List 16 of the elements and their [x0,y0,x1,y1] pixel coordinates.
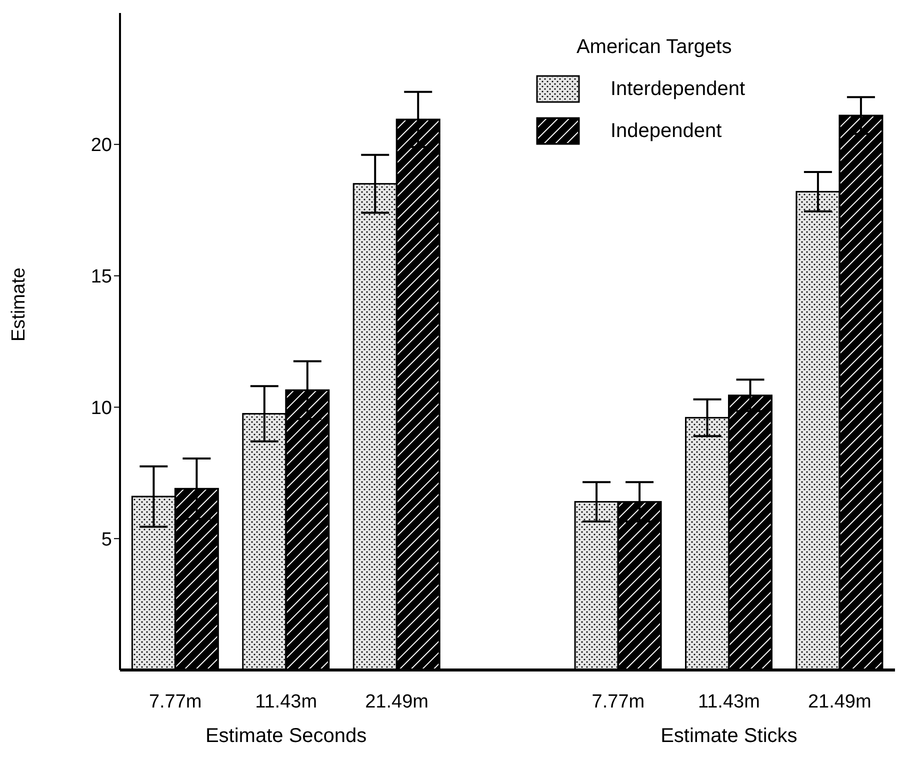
x-tick-label: 7.77m [592,691,645,712]
x-tick-label: 11.43m [255,691,318,712]
legend-label: Interdependent [610,78,745,100]
y-tick-label: 15 [90,266,112,288]
x-tick-label: 11.43m [698,691,760,712]
text: Estimate Sticks [660,725,798,748]
y-axis-title: Estimate [8,268,30,342]
y-tick-label: 10 [90,398,112,419]
legend-label: Independent [610,120,722,142]
x-tick-label: 21.49m [808,691,872,712]
y-tick-label: 5 [101,529,112,550]
legend-title: American Targets [576,36,733,59]
text: Estimate Seconds [204,725,368,748]
y-tick-label: 20 [90,135,112,156]
x-tick-label: 7.77m [148,691,202,712]
x-tick-label: 21.49m [365,691,428,712]
